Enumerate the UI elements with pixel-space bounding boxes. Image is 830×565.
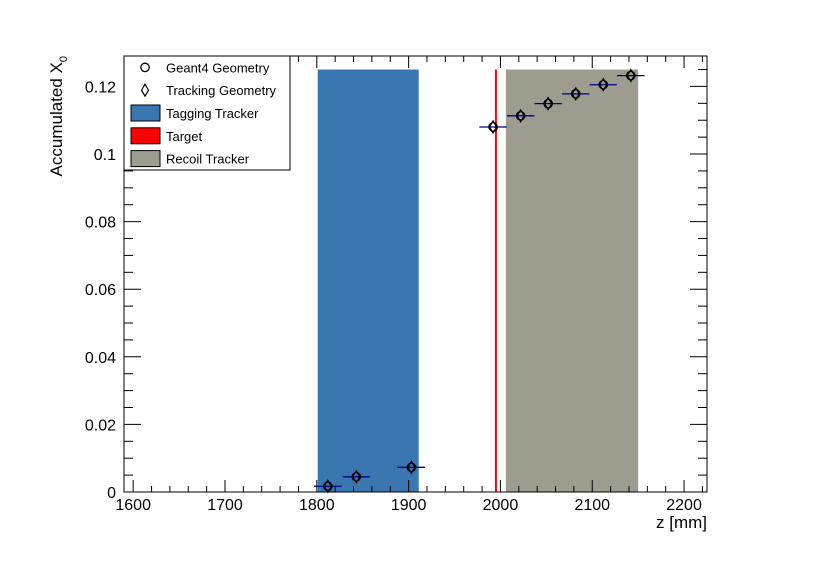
y-axis-title-main: Accumulated X: [47, 62, 66, 176]
y-axis-title: Accumulated X0: [47, 56, 70, 176]
tracking-geometry-point: [488, 119, 498, 135]
x-tick-label: 2100: [574, 497, 610, 514]
tracking-geometry-point: [626, 68, 635, 83]
y-tick-label: 0.08: [85, 215, 116, 232]
y-tick-label: 0.04: [85, 350, 116, 367]
tracking-geometry-point: [571, 86, 580, 102]
region-target: [494, 69, 497, 492]
tracking-geometry-point: [543, 96, 553, 111]
tracking-geometry-point: [599, 77, 608, 92]
x-axis-title: z [mm]: [656, 513, 707, 532]
geant4-geometry-point: [406, 462, 417, 473]
legend-entry-label: Tagging Tracker: [166, 106, 259, 121]
legend-circle-marker: [140, 62, 150, 73]
x-tick-label: 2200: [666, 497, 702, 514]
x-tick-label: 1600: [115, 497, 151, 514]
x-tick-label: 1800: [299, 497, 335, 514]
region-layer: [317, 69, 639, 492]
region-tagging-tracker: [317, 69, 419, 492]
y-axis-title-subscript: 0: [58, 56, 70, 62]
y-tick-label: 0.06: [85, 282, 116, 299]
legend-diamond-marker: [140, 83, 150, 98]
y-tick-label: 0: [107, 485, 116, 502]
y-tick-label: 0.02: [85, 417, 116, 434]
legend-color-swatch: [130, 150, 161, 168]
legend-entry-label: Geant4 Geometry: [166, 60, 270, 75]
x-tick-label: 1900: [391, 497, 427, 514]
geant4-geometry-point: [515, 110, 526, 121]
legend-entry-label: Recoil Tracker: [166, 152, 250, 167]
legend-color-swatch: [130, 104, 161, 122]
tracking-geometry-point: [407, 460, 416, 475]
geant4-geometry-point: [570, 89, 581, 99]
y-tick-label: 0.1: [94, 147, 116, 164]
geant4-geometry-point: [625, 70, 636, 81]
data-layer: [314, 68, 645, 494]
legend-entry-label: Target: [166, 129, 203, 144]
legend: Geant4 Geometry Tracking Geometry Tagging …: [123, 55, 291, 171]
geant4-geometry-point: [488, 122, 498, 132]
legend-entry-label: Tracking Geometry: [166, 83, 277, 98]
tracking-geometry-point: [352, 469, 361, 484]
tracking-geometry-point: [516, 108, 525, 124]
y-axis-tick-labels: 0 0.02 0.04 0.06 0.08 0.1 0.12: [85, 79, 116, 502]
geant4-geometry-point: [351, 471, 362, 482]
region-recoil-tracker: [505, 69, 639, 492]
plot-frame: [123, 55, 708, 493]
x-axis-tick-labels: 1600 1700 1800 1900 2000 2100 2200: [115, 497, 702, 514]
geant4-geometry-point: [598, 79, 609, 90]
geant4-geometry-point: [543, 98, 554, 109]
y-tick-label: 0.12: [85, 79, 116, 96]
legend-color-swatch: [130, 127, 161, 145]
geant4-geometry-point: [322, 481, 333, 492]
x-tick-label: 2000: [483, 497, 519, 514]
x-tick-label: 1700: [207, 497, 243, 514]
